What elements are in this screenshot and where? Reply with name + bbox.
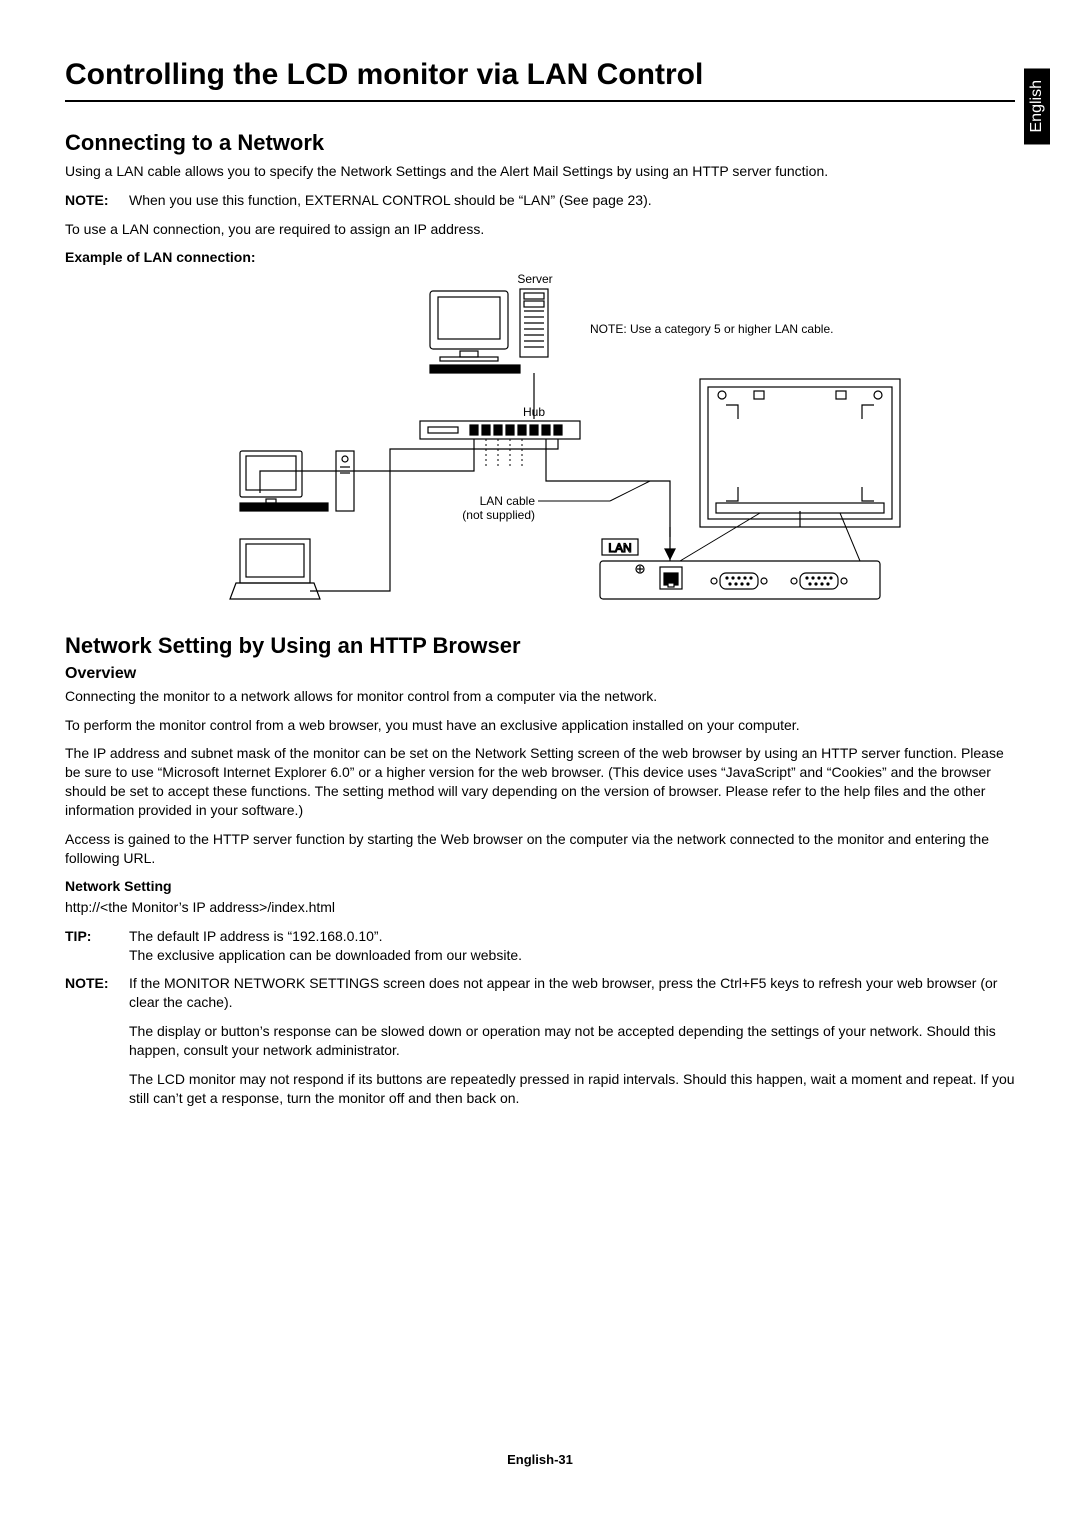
lan-diagram: Server (65, 271, 1015, 611)
note2-label: NOTE: (65, 974, 129, 1117)
note-text: When you use this function, EXTERNAL CON… (129, 191, 1015, 210)
intro-text: Using a LAN cable allows you to specify … (65, 162, 1015, 181)
network-setting-label: Network Setting (65, 878, 1015, 894)
diagram-lan-port-label: LAN (608, 541, 631, 555)
tip-label: TIP: (65, 927, 129, 965)
note2-text: If the MONITOR NETWORK SETTINGS screen d… (129, 974, 1015, 1117)
connector-panel-icon: LAN (600, 511, 880, 599)
server-tower-icon (520, 289, 548, 357)
diagram-dotted-lines (486, 439, 522, 466)
tip-line-2: The exclusive application can be downloa… (129, 947, 522, 963)
note2-p3: The LCD monitor may not respond if its b… (129, 1070, 1015, 1108)
diagram-leader-line-2 (610, 481, 650, 501)
language-tab: English (1024, 68, 1050, 144)
overview-p4: Access is gained to the HTTP server func… (65, 830, 1015, 868)
note-row-2: NOTE: If the MONITOR NETWORK SETTINGS sc… (65, 974, 1015, 1117)
server-monitor-icon (430, 291, 520, 373)
laptop-icon (230, 539, 320, 599)
ip-required-text: To use a LAN connection, you are require… (65, 220, 1015, 239)
diagram-server-label: Server (517, 272, 552, 286)
example-label: Example of LAN connection: (65, 249, 1015, 265)
diagram-lan-cable-label-1: LAN cable (480, 494, 536, 508)
section-network-title: Network Setting by Using an HTTP Browser (65, 633, 1015, 659)
tip-row: TIP: The default IP address is “192.168.… (65, 927, 1015, 965)
overview-p2: To perform the monitor control from a we… (65, 716, 1015, 735)
page-footer: English-31 (0, 1452, 1080, 1467)
hub-icon (420, 421, 580, 439)
tip-text: The default IP address is “192.168.0.10”… (129, 927, 1015, 965)
monitor-panel-icon (700, 379, 900, 527)
client-pc-icon (240, 451, 354, 511)
page-title: Controlling the LCD monitor via LAN Cont… (65, 58, 1015, 102)
tip-line-1: The default IP address is “192.168.0.10”… (129, 928, 382, 944)
diagram-lan-cable-label-2: (not supplied) (462, 508, 535, 522)
overview-p3: The IP address and subnet mask of the mo… (65, 744, 1015, 820)
note2-p2: The display or button’s response can be … (129, 1022, 1015, 1060)
note-label: NOTE: (65, 191, 129, 210)
zoom-leader-1 (680, 513, 760, 561)
zoom-leader-2 (840, 513, 860, 561)
diagram-cable-note: NOTE: Use a category 5 or higher LAN cab… (590, 322, 833, 336)
note2-p1: If the MONITOR NETWORK SETTINGS screen d… (129, 974, 1015, 1012)
document-page: English Controlling the LCD monitor via … (0, 0, 1080, 1118)
overview-title: Overview (65, 665, 1015, 683)
note-row-1: NOTE: When you use this function, EXTERN… (65, 191, 1015, 210)
diagram-hub-label: Hub (523, 405, 545, 419)
overview-p1: Connecting the monitor to a network allo… (65, 687, 1015, 706)
url-text: http://<the Monitor’s IP address>/index.… (65, 898, 1015, 917)
section-connecting-title: Connecting to a Network (65, 130, 1015, 156)
